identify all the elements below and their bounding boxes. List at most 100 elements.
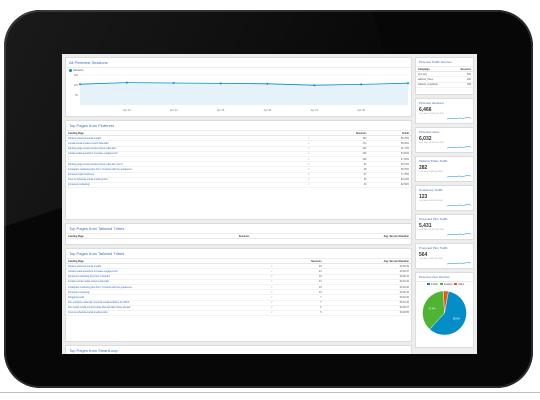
external-link-icon[interactable]: ⇗ [305,161,318,168]
pinterest-pages-landing-page-link[interactable]: /landing-page-social-media-content-calen… [66,161,306,168]
external-link-icon[interactable]: ⇗ [305,135,318,142]
external-link-icon[interactable]: ⇗ [305,140,318,147]
legend-label[interactable]: desktop [443,283,453,286]
user-devices-legend: mobile desktop tablet [416,282,473,286]
tailwind-pages-col-0[interactable]: Landing Page [66,259,269,265]
metric-subtext: % of Total: 13.10% (41,456) [419,229,444,231]
pinterest-pages-landing-page-link[interactable]: /landing-page-social-media-content-calen… [66,146,306,152]
metric-card: Promoted Pins Traffic 5,431% of Total: 13… [415,214,474,240]
pinterest-pages-cell: 174 [317,140,369,147]
metric-sparkline [447,233,471,236]
tailwind-pages-cell: 13 [280,279,324,285]
pie-slice-desktop[interactable] [422,290,445,330]
pinterest-pages-cell: 77.78% [368,172,411,178]
external-link-icon[interactable]: ⇗ [305,172,318,178]
pinterest-pages-landing-page-link[interactable]: /instagram-marketing-tips-from-7-brands-… [66,166,306,173]
external-link-icon[interactable]: ⇗ [305,177,318,183]
pinterest-pages-cell: 68.75% [368,166,411,173]
tailwind-pages-landing-page-link[interactable]: /instagram-marketing-tips-from-7-brands-… [66,284,269,291]
pie-slice-tablet[interactable] [443,290,449,314]
metric-card: Promoted Pins Traffic 564% of Total: 1.36… [415,243,474,269]
pinterest-pages-landing-page-link[interactable]: /pinterest-marketing/ [66,182,306,189]
pinterest-pages-cell: 61.47% [368,146,411,152]
pinterest-pages-landing-page-link[interactable]: / [66,156,306,163]
top-pages-tailwind-full-table: Landing Page Sessions Avg. Session Duratio… [66,259,411,317]
metric-sparkline [447,146,471,149]
traffic-sources-title: Pinterest Traffic Sources [416,58,473,67]
sessions-data-point[interactable] [172,82,175,84]
tailwind-pages-landing-page-link[interactable]: /instant-social-media-content-calendar/ [66,279,269,285]
tailwind-pages-cell: 7 [280,294,324,301]
traffic-source-campaign[interactable]: tailwind_tribes [416,76,452,83]
tailwind-pages-landing-page-link[interactable]: /blogging-tools/ [66,294,269,301]
tailwind-pages-landing-page-link[interactable]: /what-is-pinterest-social-media/ [66,263,269,270]
tailwind-pages-landing-page-link[interactable]: /social-media-questions-increase-engagem… [66,268,269,275]
sessions-data-point[interactable] [79,83,81,86]
traffic-source-campaign[interactable]: (not set) [416,71,452,78]
external-link-icon[interactable]: ⇗ [268,300,281,306]
external-link-icon[interactable]: ⇗ [305,166,318,173]
metric-title: Pinterest Users [419,130,440,134]
external-link-icon[interactable]: ⇗ [268,263,281,270]
tailwind-pages-cell: 00:00:37 [323,268,411,275]
external-link-icon[interactable]: ⇗ [268,274,281,280]
external-link-icon[interactable]: ⇗ [268,289,281,296]
sessions-data-point[interactable] [360,83,363,86]
tailwind-pages-landing-page-link[interactable]: /the-complete-calendar-of-social-media-h… [66,300,269,306]
external-link-icon[interactable]: ⇗ [268,310,281,317]
pie-slice-mobile[interactable] [429,291,467,336]
external-link-icon[interactable]: ⇗ [305,156,318,163]
traffic-col-campaign[interactable]: Campaign [416,67,452,73]
external-link-icon[interactable]: ⇗ [268,279,281,285]
tailwind-pages-cell: 7 [280,300,324,306]
sessions-data-point[interactable] [407,82,409,85]
x-tick-label: Apr 25 [217,108,225,112]
tailwind-col-sessions[interactable]: Sessions [172,234,252,240]
pinterest-pages-col-3[interactable]: % Exit [368,131,411,137]
pinterest-pages-landing-page-link[interactable]: /what-is-pinterest-social-media/ [66,135,306,142]
tailwind-pages-cell: 6 [280,305,324,311]
top-pages-pinterest-table: Landing Page Sessions% Exit /what-is-pint… [66,131,411,189]
pinterest-pages-landing-page-link[interactable]: /social-media-questions-increase-engagem… [66,151,306,157]
external-link-icon[interactable]: ⇗ [305,146,318,152]
external-link-icon[interactable]: ⇗ [268,305,281,311]
bottom-rule [0,392,540,393]
tailwind-col-landing[interactable]: Landing Page [66,234,173,240]
metric-value: 564 [419,252,428,258]
tailwind-pages-col-3[interactable]: Avg. Session Duration [323,259,411,265]
sessions-data-point[interactable] [219,82,222,85]
sessions-data-point[interactable] [266,82,269,85]
pinterest-pages-row: /media-social-media-content-calendar/⇗ 17… [66,140,411,147]
external-link-icon[interactable]: ⇗ [268,294,281,301]
pinterest-pages-cell: 183 [317,135,369,142]
pinterest-pages-landing-page-link[interactable]: /media-social-media-content-calendar/ [66,140,306,147]
traffic-source-sessions: 159 [451,82,473,88]
tailwind-pages-landing-page-link[interactable]: /pinterest-marketing-tips-from-7-brands/ [66,274,269,280]
top-pages-tailwind-card: Top Pages from Tailwind Tribes Landing P… [65,223,412,245]
tailwind-pages-col-2[interactable]: Sessions [280,259,324,265]
metric-sparkline [447,262,471,265]
tailwind-pages-cell: 00:01:42 [323,300,411,306]
sessions-data-point[interactable] [125,81,128,84]
pinterest-pages-landing-page-link[interactable]: /pinterest-right-business/ [66,172,306,178]
tailwind-pages-landing-page-link[interactable]: /pinterest-marketing/ [66,289,269,296]
legend-label[interactable]: mobile [430,283,438,286]
tailwind-col-duration[interactable]: Avg. Session Duration [251,234,411,240]
external-link-icon[interactable]: ⇗ [268,268,281,275]
pinterest-pages-landing-page-link[interactable]: /how-to-schedule-social-media-posts/ [66,177,306,183]
pinterest-pages-row: /social-media-questions-increase-engagem… [66,151,411,157]
external-link-icon[interactable]: ⇗ [268,284,281,291]
pinterest-pages-cell: 66.67% [368,161,411,168]
tailwind-pages-landing-page-link[interactable]: /the-social-media-content-ideas-that-wil… [66,305,269,311]
traffic-col-sessions[interactable]: Sessions [451,67,473,73]
legend-label[interactable]: tablet [458,283,465,286]
sessions-data-point[interactable] [313,84,316,87]
pinterest-pages-col-0[interactable]: Landing Page [66,131,306,137]
external-link-icon[interactable]: ⇗ [305,151,318,157]
tailwind-pages-row: /instant-social-media-content-calendar/⇗… [66,279,411,285]
tailwind-pages-landing-page-link[interactable]: /how-to-schedule-social-media-posts/ [66,310,269,317]
external-link-icon[interactable]: ⇗ [305,182,318,189]
traffic-source-campaign[interactable]: tailwind_smartloop [416,82,452,88]
pinterest-pages-col-2[interactable]: Sessions [317,131,369,137]
tailwind-pages-row: /the-social-media-content-ideas-that-wil… [66,305,411,311]
